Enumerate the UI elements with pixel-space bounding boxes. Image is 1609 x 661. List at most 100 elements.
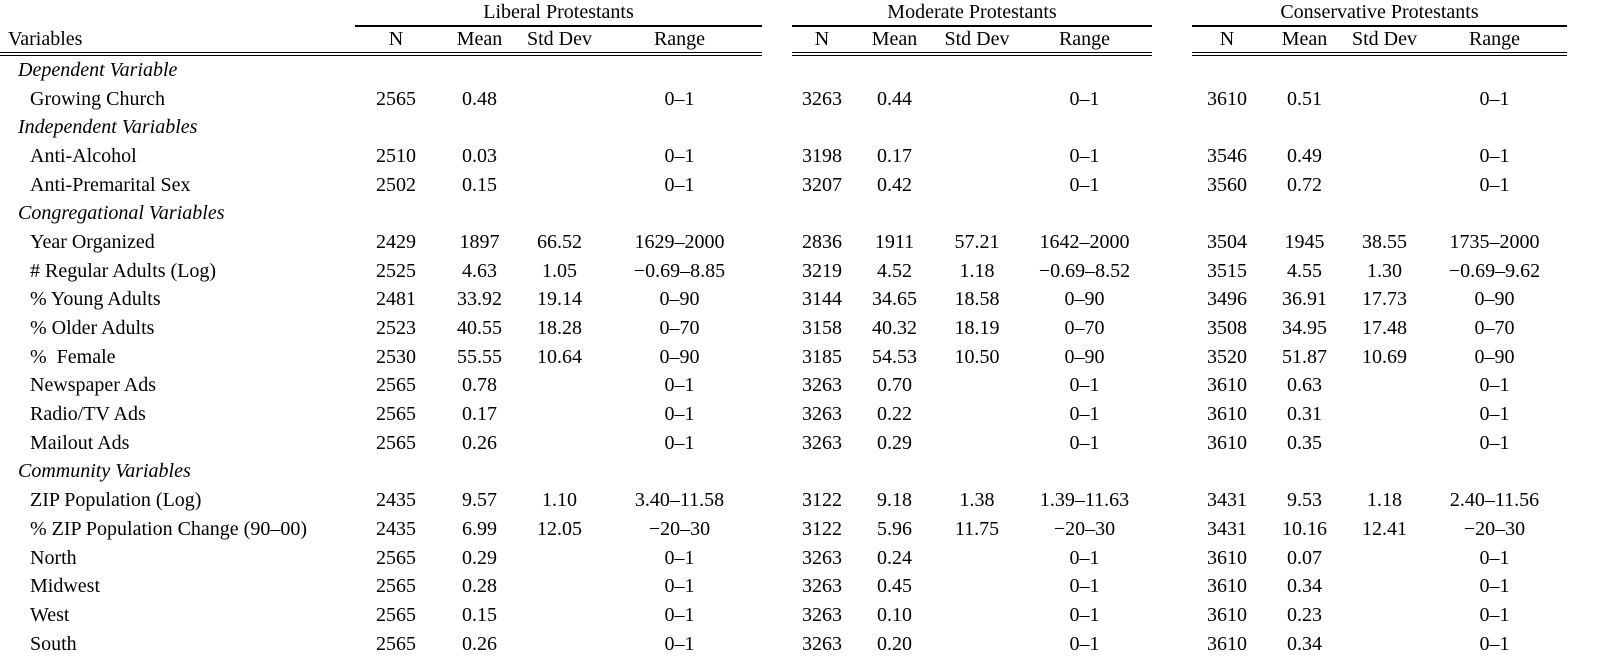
value-cell: 3610 [1207, 431, 1247, 454]
column-gap [1152, 544, 1192, 573]
value-cell: 18.19 [954, 317, 1000, 340]
value-cell: 17.48 [1362, 317, 1407, 340]
value-cell: 66.52 [537, 230, 582, 253]
column-gap [1152, 314, 1192, 343]
value-cell: 0.29 [462, 546, 497, 569]
value-cell: 0–1 [664, 546, 695, 569]
value-cell: 0–70 [1064, 317, 1105, 340]
value-cell: 17.73 [1362, 288, 1407, 311]
value-cell [937, 400, 1017, 429]
variable-label: % ZIP Population Change (90–00) [30, 517, 308, 540]
value-cell: 0.15 [462, 603, 497, 626]
value-cell: 3207 [802, 173, 842, 196]
value-cell: 2565 [376, 374, 416, 397]
value-cell: 0.35 [1287, 431, 1322, 454]
value-cell: 0–1 [664, 403, 695, 426]
table-row: # Regular Adults (Log) 2525 4.63 1.05 −0.69–… [0, 257, 1609, 286]
section-label: Independent Variables [18, 116, 198, 139]
value-cell: 0–1 [664, 431, 695, 454]
value-cell: 0.24 [877, 546, 912, 569]
value-cell: 0–1 [1479, 632, 1510, 655]
value-cell [937, 630, 1017, 659]
column-gap [1152, 85, 1192, 114]
section-row: Congregational Variables [0, 199, 1609, 228]
value-cell: 1.38 [959, 489, 995, 512]
value-cell: 1.05 [542, 259, 577, 282]
value-cell: 0.23 [1287, 603, 1322, 626]
value-cell: 2435 [376, 517, 416, 540]
value-cell: 3263 [802, 403, 842, 426]
table-body: Dependent Variable Growing Church 2565 0.48… [0, 56, 1609, 658]
column-gap [1152, 171, 1192, 200]
value-cell: 3263 [802, 374, 842, 397]
value-cell: 55.55 [457, 345, 502, 368]
column-gap [762, 257, 792, 286]
value-cell: −20–30 [648, 517, 711, 540]
value-cell: 0–1 [664, 173, 695, 196]
value-cell: 1.39–11.63 [1039, 489, 1130, 512]
value-cell: 1897 [459, 230, 500, 253]
value-cell: 3144 [802, 288, 842, 311]
value-cell [522, 544, 597, 573]
variable-label: % Young Adults [30, 288, 161, 311]
column-gap [1152, 372, 1192, 401]
value-cell: 0–70 [659, 317, 700, 340]
value-cell: 10.50 [954, 345, 1000, 368]
section-row: Independent Variables [0, 113, 1609, 142]
variable-label: % Older Adults [30, 317, 155, 340]
value-cell: 3263 [802, 603, 842, 626]
column-gap [762, 515, 792, 544]
column-header-stddev-g3: Std Dev [1347, 27, 1422, 56]
value-cell: 1911 [874, 230, 915, 253]
value-cell: 51.87 [1282, 345, 1327, 368]
value-cell: 2565 [376, 546, 416, 569]
value-cell: 0.31 [1287, 403, 1322, 426]
value-cell: 3431 [1207, 489, 1247, 512]
column-gap [762, 544, 792, 573]
value-cell: 0–1 [1069, 575, 1100, 598]
column-header-stddev-g1: Std Dev [522, 27, 597, 56]
variable-label: North [30, 546, 77, 569]
value-cell: 3219 [802, 259, 842, 282]
value-cell: 3520 [1207, 345, 1247, 368]
column-header-variables: Variables [0, 27, 355, 56]
column-header-range-g1: Range [597, 27, 762, 56]
value-cell: 1.30 [1367, 259, 1402, 282]
column-gap [762, 400, 792, 429]
value-cell: 3198 [802, 144, 842, 167]
value-cell: 2565 [376, 575, 416, 598]
value-cell: 0–1 [1479, 173, 1510, 196]
value-cell: 2435 [376, 489, 416, 512]
value-cell: 57.21 [954, 230, 1000, 253]
value-cell [1347, 429, 1422, 458]
value-cell: 0–1 [1069, 173, 1100, 196]
value-cell: 0.49 [1287, 144, 1322, 167]
table-row: ZIP Population (Log) 2435 9.57 1.10 3.40–11.… [0, 486, 1609, 515]
value-cell: 0.28 [462, 575, 497, 598]
value-cell: 0.20 [877, 632, 912, 655]
variable-label: South [30, 632, 77, 655]
variable-label: % Female [30, 345, 116, 368]
value-cell [522, 400, 597, 429]
value-cell: 9.53 [1287, 489, 1322, 512]
value-cell: 3508 [1207, 317, 1247, 340]
value-cell: 0–1 [664, 374, 695, 397]
variable-label: Anti-Alcohol [30, 144, 137, 167]
value-cell: 0–90 [1064, 345, 1105, 368]
value-cell: 0.70 [877, 374, 912, 397]
variable-label: Year Organized [30, 230, 155, 253]
value-cell: 0.78 [462, 374, 497, 397]
column-gap [762, 314, 792, 343]
value-cell [1347, 601, 1422, 630]
column-header-mean-g2: Mean [852, 27, 937, 56]
value-cell: 0–1 [1479, 546, 1510, 569]
table-row: % Older Adults 2523 40.55 18.28 0–70 3158 40.3… [0, 314, 1609, 343]
value-cell [1347, 544, 1422, 573]
group-header-liberal-protestants: Liberal Protestants [355, 0, 762, 27]
value-cell: 0.17 [462, 403, 497, 426]
value-cell: −0.69–8.52 [1038, 259, 1131, 282]
value-cell: 3263 [802, 575, 842, 598]
value-cell: 3.40–11.58 [634, 489, 725, 512]
value-cell [522, 630, 597, 659]
variable-label: Mailout Ads [30, 431, 130, 454]
